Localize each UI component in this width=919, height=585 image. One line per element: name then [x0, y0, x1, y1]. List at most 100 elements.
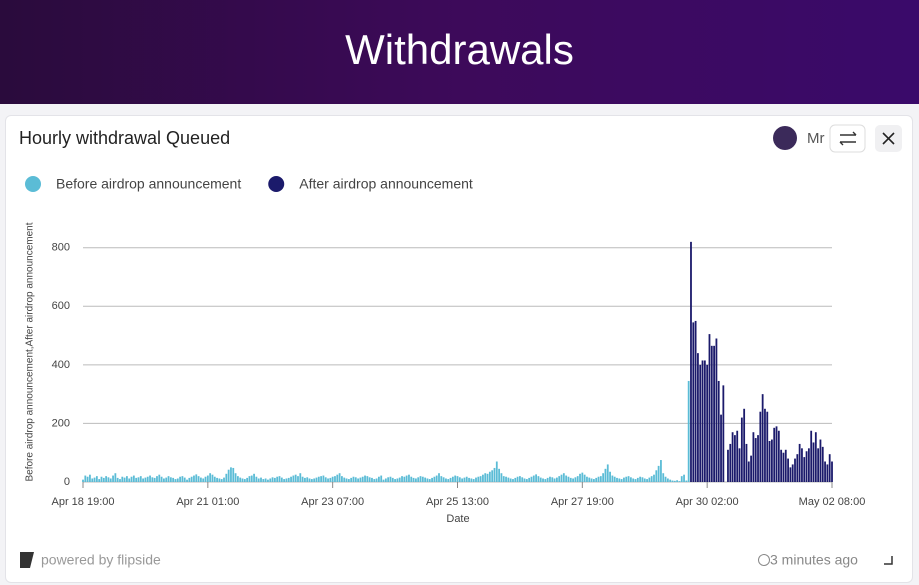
bar [315, 477, 318, 482]
bar [770, 439, 773, 482]
bar [699, 364, 702, 482]
bar [465, 476, 468, 482]
bar [828, 454, 831, 482]
bar [426, 478, 429, 482]
bar [650, 476, 653, 482]
bar [807, 448, 810, 482]
bar [338, 473, 341, 482]
bar [660, 460, 662, 482]
bar [382, 479, 385, 482]
bar [121, 476, 124, 482]
user-name[interactable]: Mr [807, 130, 825, 147]
bar [410, 476, 413, 482]
x-tick-label: Apr 18 19:00 [52, 496, 115, 508]
bar [456, 476, 459, 482]
bar [643, 478, 646, 482]
bar [405, 475, 408, 482]
bar [179, 476, 181, 482]
bar [199, 477, 202, 482]
bar [225, 473, 228, 482]
bar [299, 473, 302, 482]
bar [669, 479, 672, 482]
bar [627, 476, 630, 482]
bar [507, 477, 510, 482]
bar [310, 479, 313, 482]
bar [782, 452, 785, 482]
bar [599, 476, 602, 482]
bar [717, 380, 720, 482]
bar [738, 448, 741, 482]
flipside-logo [20, 552, 34, 568]
bar [764, 408, 766, 482]
bar [190, 476, 193, 482]
bar [306, 477, 309, 482]
bar [135, 477, 138, 482]
bar [109, 478, 112, 482]
bar [567, 476, 570, 482]
avatar[interactable] [773, 126, 797, 150]
chart-title: Hourly withdrawal Queued [19, 128, 230, 148]
bar [673, 480, 676, 482]
bar [666, 478, 669, 482]
bar [267, 479, 269, 482]
bar [250, 475, 253, 482]
legend-swatch [268, 176, 285, 192]
bar [403, 476, 406, 482]
bar [116, 477, 119, 482]
chart-card [5, 115, 913, 583]
bar [408, 474, 410, 482]
bar [752, 432, 755, 482]
bar [629, 477, 632, 482]
bar [186, 479, 188, 482]
bar [680, 476, 683, 482]
bar [401, 476, 403, 482]
bar [394, 479, 396, 482]
bar [241, 478, 244, 482]
bar [618, 478, 621, 482]
bar [391, 477, 394, 482]
bar [768, 441, 771, 482]
bar [195, 474, 198, 482]
bar [791, 464, 794, 482]
bar [156, 476, 158, 482]
bar [731, 432, 734, 482]
bar [260, 477, 262, 482]
bar [93, 477, 96, 482]
bar [354, 477, 357, 482]
bar [373, 479, 376, 482]
bar [576, 476, 579, 482]
bar [581, 472, 584, 482]
bar [176, 478, 179, 482]
bar [754, 438, 757, 482]
bar [551, 477, 554, 482]
bar [188, 477, 191, 482]
bar [84, 475, 87, 482]
bar [246, 477, 249, 482]
bar [539, 477, 542, 482]
x-axis-label: Date [446, 513, 469, 525]
bar [609, 471, 611, 482]
swap-button[interactable] [829, 124, 866, 153]
bar [530, 476, 533, 482]
bar [384, 478, 387, 482]
bar [320, 476, 323, 482]
bar [253, 473, 255, 482]
bar [525, 479, 528, 482]
bar [532, 475, 535, 482]
bar [784, 449, 787, 482]
bar [486, 473, 489, 482]
bar [248, 476, 251, 482]
bar [271, 477, 274, 482]
bar [172, 477, 175, 482]
bar [341, 476, 343, 482]
bar [371, 477, 373, 482]
bar [528, 477, 531, 482]
bar [396, 478, 399, 482]
bar [678, 481, 681, 482]
bar [89, 474, 91, 482]
bar [694, 320, 697, 482]
bar [273, 477, 276, 482]
bar [479, 476, 482, 482]
bar [488, 471, 491, 482]
resize-handle[interactable] [884, 556, 893, 565]
